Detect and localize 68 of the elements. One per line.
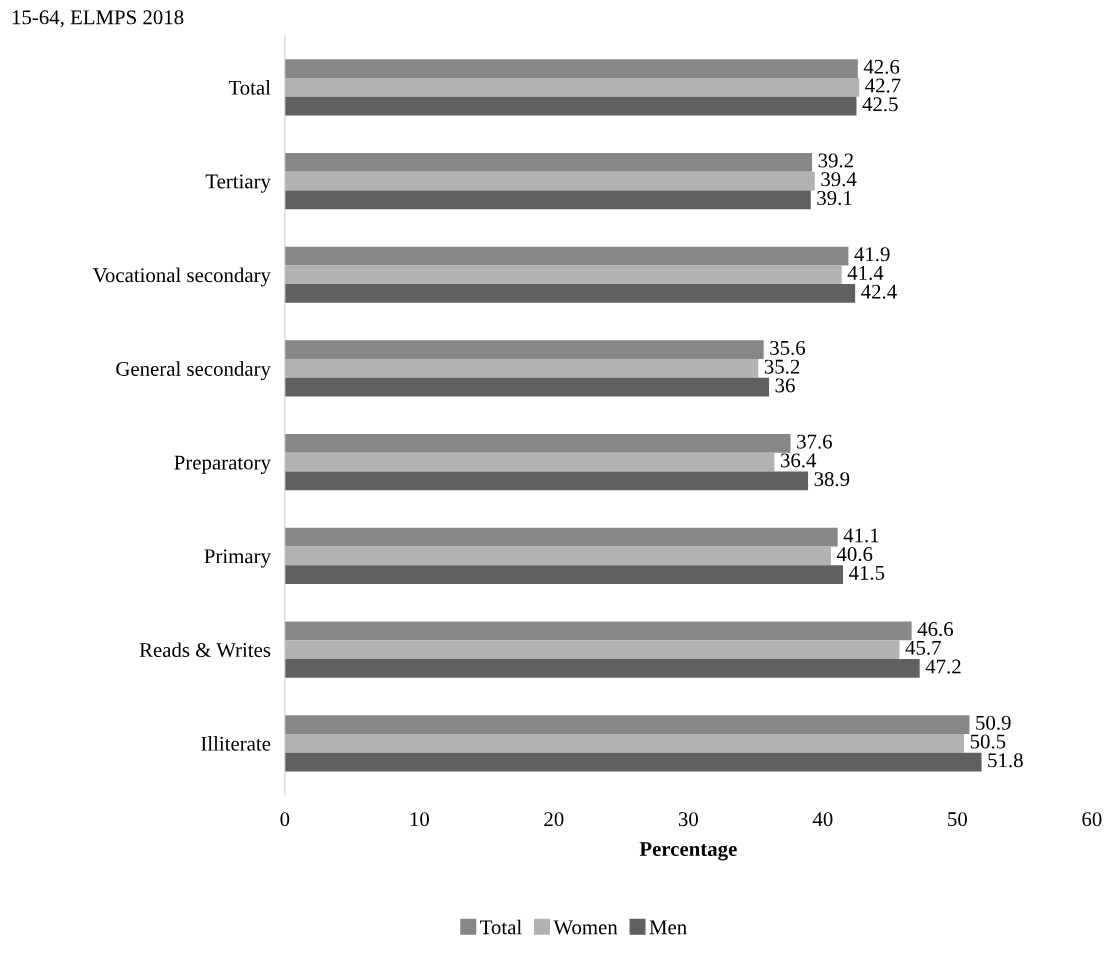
y-tick-label: Preparatory — [174, 455, 271, 474]
data-label: 50.9 — [976, 715, 1011, 730]
data-label: 41.1 — [843, 528, 879, 543]
data-label: 39.1 — [817, 191, 852, 206]
bar — [284, 152, 813, 172]
y-tick-label: Reads & Writes — [139, 642, 271, 658]
bar — [284, 96, 857, 116]
bar — [284, 77, 860, 97]
data-label: 40.6 — [836, 547, 873, 562]
x-tick-label: 10 — [410, 812, 429, 827]
y-tick-label: Total — [228, 80, 271, 95]
data-label: 36.4 — [780, 453, 817, 468]
y-tick-label: Illiterate — [201, 736, 271, 751]
bar — [284, 359, 759, 378]
y-tick-label: Tertiary — [205, 174, 271, 193]
x-tick-label: 60 — [1082, 812, 1102, 827]
text: 15-64, ELMPS 2018 — [12, 10, 184, 28]
data-label: 41.5 — [848, 565, 885, 580]
x-tick-label: 30 — [678, 812, 698, 827]
x-tick-label: 40 — [812, 812, 833, 827]
data-label: 42.5 — [862, 97, 898, 112]
bar — [284, 59, 858, 78]
x-tick-label: 50 — [948, 812, 967, 827]
data-label: 45.7 — [905, 640, 941, 655]
data-label: 35.2 — [764, 359, 800, 374]
x-tick-label: 0 — [280, 812, 290, 827]
data-label: 37.6 — [797, 434, 832, 449]
bar — [284, 640, 900, 659]
bar — [284, 284, 856, 303]
data-label: 38.9 — [814, 472, 850, 487]
data-label: 47.2 — [925, 659, 961, 674]
bar — [284, 715, 970, 734]
bar — [284, 621, 912, 641]
data-label: 42.6 — [863, 59, 900, 74]
data-label: 41.4 — [847, 266, 884, 281]
bar — [284, 246, 849, 266]
data-label: 51.8 — [988, 753, 1023, 768]
bar — [284, 452, 775, 472]
bar — [284, 527, 838, 547]
data-label: 39.2 — [818, 153, 853, 168]
y-tick-label: Vocational secondary — [92, 267, 271, 287]
x-axis-title: Percentage — [639, 842, 737, 861]
data-label: 46.6 — [917, 622, 954, 637]
y-tick-label: Primary — [204, 549, 271, 568]
data-label: 35.6 — [770, 340, 806, 356]
data-label: 42.7 — [865, 78, 901, 93]
y-tick-label: General secondary — [116, 361, 271, 381]
bar — [284, 190, 811, 210]
bar — [284, 733, 965, 753]
x-tick-label: 20 — [544, 812, 564, 827]
bar — [284, 752, 982, 772]
data-label: 42.4 — [861, 284, 897, 299]
bar — [284, 265, 842, 285]
data-label: 50.5 — [970, 734, 1006, 749]
bar — [284, 658, 920, 678]
legend-label: Women — [553, 920, 618, 935]
legend-label: Men — [649, 920, 687, 935]
bar — [284, 377, 770, 397]
bar — [284, 471, 809, 491]
legend-label: Total — [480, 919, 522, 935]
bar — [284, 546, 831, 566]
data-label: 39.4 — [821, 172, 857, 187]
bar — [284, 171, 815, 191]
bar — [284, 340, 764, 360]
data-label: 41.9 — [854, 247, 890, 262]
bar — [284, 565, 844, 585]
data-label: 36 — [775, 378, 795, 393]
bar — [284, 434, 791, 453]
